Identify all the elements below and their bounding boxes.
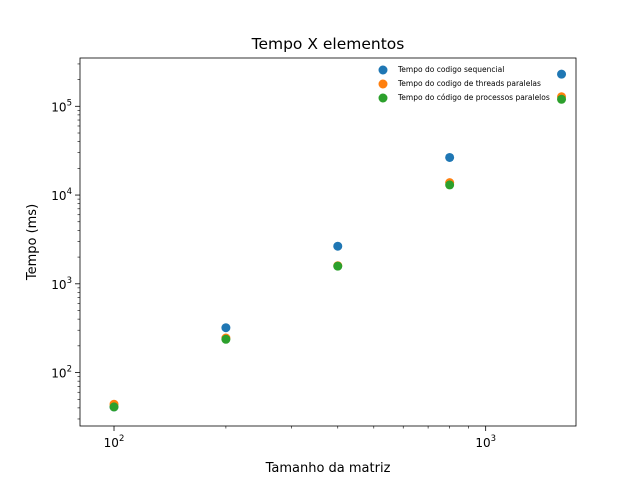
point-series-0-3 — [445, 152, 455, 162]
legend-marker-2 — [378, 93, 388, 103]
point-series-2-0 — [109, 402, 119, 412]
legend-label-0: Tempo do codigo sequencial — [397, 65, 504, 74]
y-tick-label-1: 103 — [51, 276, 72, 292]
point-series-2-3 — [445, 180, 455, 190]
x-axis: 102 103 — [104, 426, 496, 450]
legend-marker-0 — [378, 65, 388, 75]
legend-marker-1 — [378, 79, 388, 89]
legend-label-1: Tempo do codigo de threads paralelas — [397, 79, 541, 88]
point-series-0-2 — [333, 241, 343, 251]
point-series-2-4 — [557, 94, 567, 104]
point-series-2-1 — [221, 334, 231, 344]
x-axis-label: Tamanho da matriz — [265, 461, 391, 476]
y-axis-label: Tempo (ms) — [25, 204, 40, 281]
y-tick-label-3: 105 — [51, 98, 72, 114]
data-points — [109, 69, 567, 412]
plot-frame — [79, 57, 577, 427]
point-series-2-2 — [333, 261, 343, 271]
legend-label-2: Tempo do código de processos paralelos — [397, 93, 550, 102]
point-series-0-1 — [221, 323, 231, 333]
chart-title: Tempo X elementos — [251, 35, 405, 53]
y-tick-label-2: 104 — [51, 187, 72, 203]
x-tick-label-1: 103 — [475, 434, 496, 450]
x-tick-label-0: 102 — [104, 434, 125, 450]
point-series-0-4 — [557, 69, 567, 79]
y-tick-label-0: 102 — [51, 365, 72, 381]
y-axis: 102 103 104 105 — [51, 63, 80, 420]
legend: Tempo do codigo sequencial Tempo do codig… — [378, 65, 550, 103]
